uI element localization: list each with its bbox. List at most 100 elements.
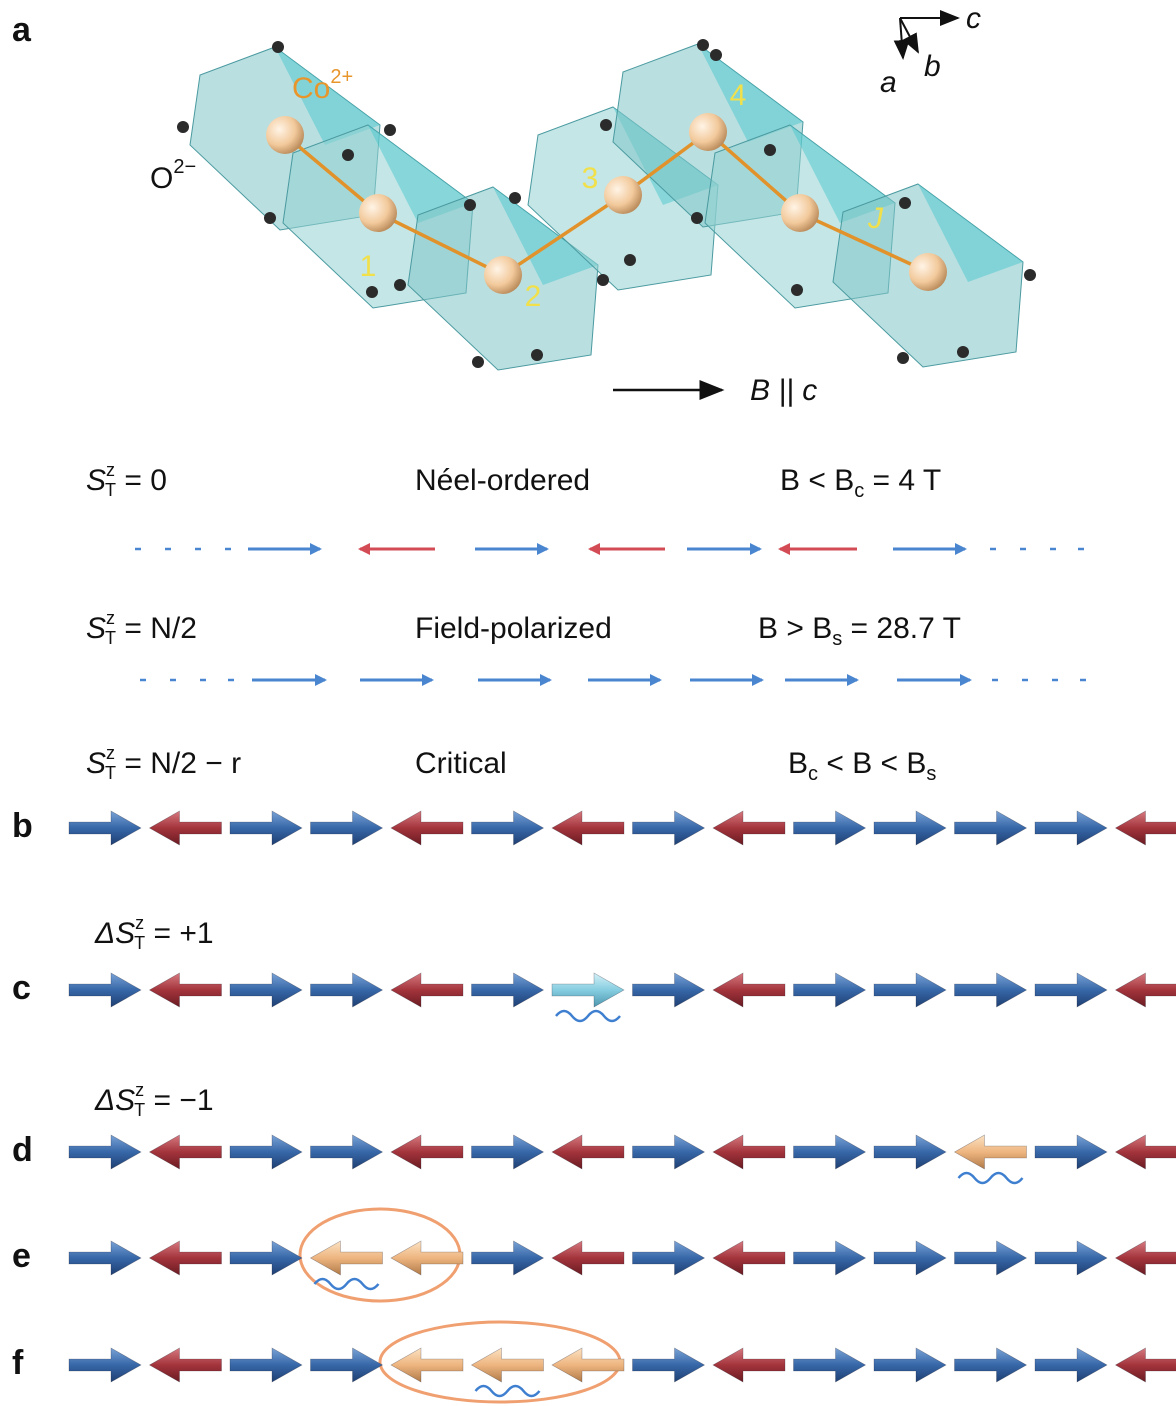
- oxygen: [899, 197, 911, 209]
- cobalt: [689, 113, 727, 151]
- spin-symbol: S: [86, 747, 106, 780]
- spin-arrow: [470, 1347, 544, 1383]
- spin-arrow: [471, 972, 545, 1008]
- spin-label: ΔSz T = −1: [94, 1080, 214, 1120]
- spin-arrow: [1034, 1134, 1108, 1170]
- panel-label: f: [12, 1344, 24, 1382]
- spin-value: = N/2: [116, 612, 197, 645]
- spin-arrow: [632, 810, 706, 846]
- spin-arrow: [1034, 810, 1108, 846]
- panel-label: a: [12, 11, 32, 49]
- oxygen: [394, 279, 406, 291]
- excitation-wave: [474, 1384, 541, 1398]
- spin-arrow: [793, 1347, 867, 1383]
- oxygen: [897, 352, 909, 364]
- site-label: 4: [730, 79, 747, 112]
- phase-label: Field-polarized: [415, 612, 612, 645]
- spin-arrow: [873, 1347, 947, 1383]
- condition-part: c: [808, 763, 818, 785]
- coupling-label: J: [867, 202, 884, 235]
- panel-label: d: [12, 1131, 33, 1169]
- spin-label: ΔSz T = +1: [94, 913, 214, 953]
- spin-arrow: [148, 1347, 222, 1383]
- spin-arrow: [632, 1240, 706, 1276]
- spin-arrow: [68, 1347, 142, 1383]
- superscript: z: [106, 608, 115, 628]
- axis-label: c: [966, 2, 981, 35]
- spin-arrow: [148, 1240, 222, 1276]
- spin-arrow: [712, 1347, 786, 1383]
- condition-label: B < Bc = 4 T: [780, 464, 941, 502]
- superscript: 2+: [330, 66, 353, 88]
- spin-arrow: [873, 810, 947, 846]
- spin-symbol: S: [86, 464, 106, 497]
- condition-part: = 28.7 T: [842, 612, 961, 645]
- spin-arrow: [1114, 810, 1176, 846]
- spin-arrow: [873, 972, 947, 1008]
- polyhedron-face: [698, 44, 803, 142]
- spin-symbol: ΔS: [94, 1084, 135, 1117]
- spin-arrow: [954, 1240, 1028, 1276]
- condition-label: B > Bs = 28.7 T: [758, 612, 961, 650]
- subscript: T: [134, 1100, 145, 1120]
- site-label: 3: [582, 162, 599, 195]
- condition-part: s: [832, 628, 842, 650]
- spin-arrow: [68, 810, 142, 846]
- spin-arrow: [551, 1347, 625, 1383]
- cobalt: [909, 253, 947, 291]
- oxygen: [1024, 269, 1036, 281]
- condition-part: = 4 T: [864, 464, 941, 497]
- spin-arrow: [1114, 972, 1176, 1008]
- cobalt: [781, 194, 819, 232]
- superscript: 2−: [173, 156, 196, 178]
- polyhedron-face: [275, 47, 380, 145]
- spin-value: = +1: [145, 917, 213, 950]
- oxygen: [697, 39, 709, 51]
- spin-arrow: [712, 972, 786, 1008]
- spin-arrow: [229, 1134, 303, 1170]
- spin-arrow: [632, 972, 706, 1008]
- polyhedron-face: [918, 184, 1023, 282]
- spin-arrow: [632, 1134, 706, 1170]
- spin-arrow: [471, 1240, 545, 1276]
- spin-arrow: [954, 972, 1028, 1008]
- oxygen: [624, 254, 636, 266]
- spin-arrow: [1114, 1134, 1176, 1170]
- oxygen: [531, 349, 543, 361]
- polyhedron-face: [368, 125, 473, 223]
- spin-arrow: [229, 810, 303, 846]
- spin-arrow: [310, 1347, 384, 1383]
- condition-part: c: [854, 480, 864, 502]
- o-ion-label: O2−: [150, 156, 196, 195]
- oxygen: [600, 119, 612, 131]
- spin-arrow: [1034, 1347, 1108, 1383]
- spin-arrow: [632, 1347, 706, 1383]
- condition-part: B > B: [758, 612, 832, 645]
- spin-arrow: [471, 1134, 545, 1170]
- spin-value: = N/2 − r: [116, 747, 241, 780]
- cobalt: [359, 194, 397, 232]
- panel-label: c: [12, 969, 31, 1007]
- excitation-wave: [555, 1009, 621, 1023]
- spin-arrow: [229, 972, 303, 1008]
- spin-arrow: [793, 1134, 867, 1170]
- spin-label: Sz T = N/2 − r: [86, 743, 241, 783]
- ion-base: Co: [292, 72, 330, 105]
- oxygen: [342, 149, 354, 161]
- spin-arrow: [68, 1240, 142, 1276]
- spin-arrow: [148, 810, 222, 846]
- spin-arrow: [1034, 1240, 1108, 1276]
- spin-arrow: [471, 810, 545, 846]
- oxygen: [366, 286, 378, 298]
- spin-arrow: [551, 1240, 625, 1276]
- oxygen: [764, 144, 776, 156]
- spin-arrow: [390, 972, 464, 1008]
- spin-arrow: [309, 1240, 383, 1276]
- condition-part: s: [926, 763, 936, 785]
- site-label: 1: [360, 250, 377, 283]
- phase-label: Néel-ordered: [415, 464, 590, 497]
- oxygen: [472, 356, 484, 368]
- spin-label: Sz T = N/2: [86, 608, 197, 648]
- oxygen: [509, 192, 521, 204]
